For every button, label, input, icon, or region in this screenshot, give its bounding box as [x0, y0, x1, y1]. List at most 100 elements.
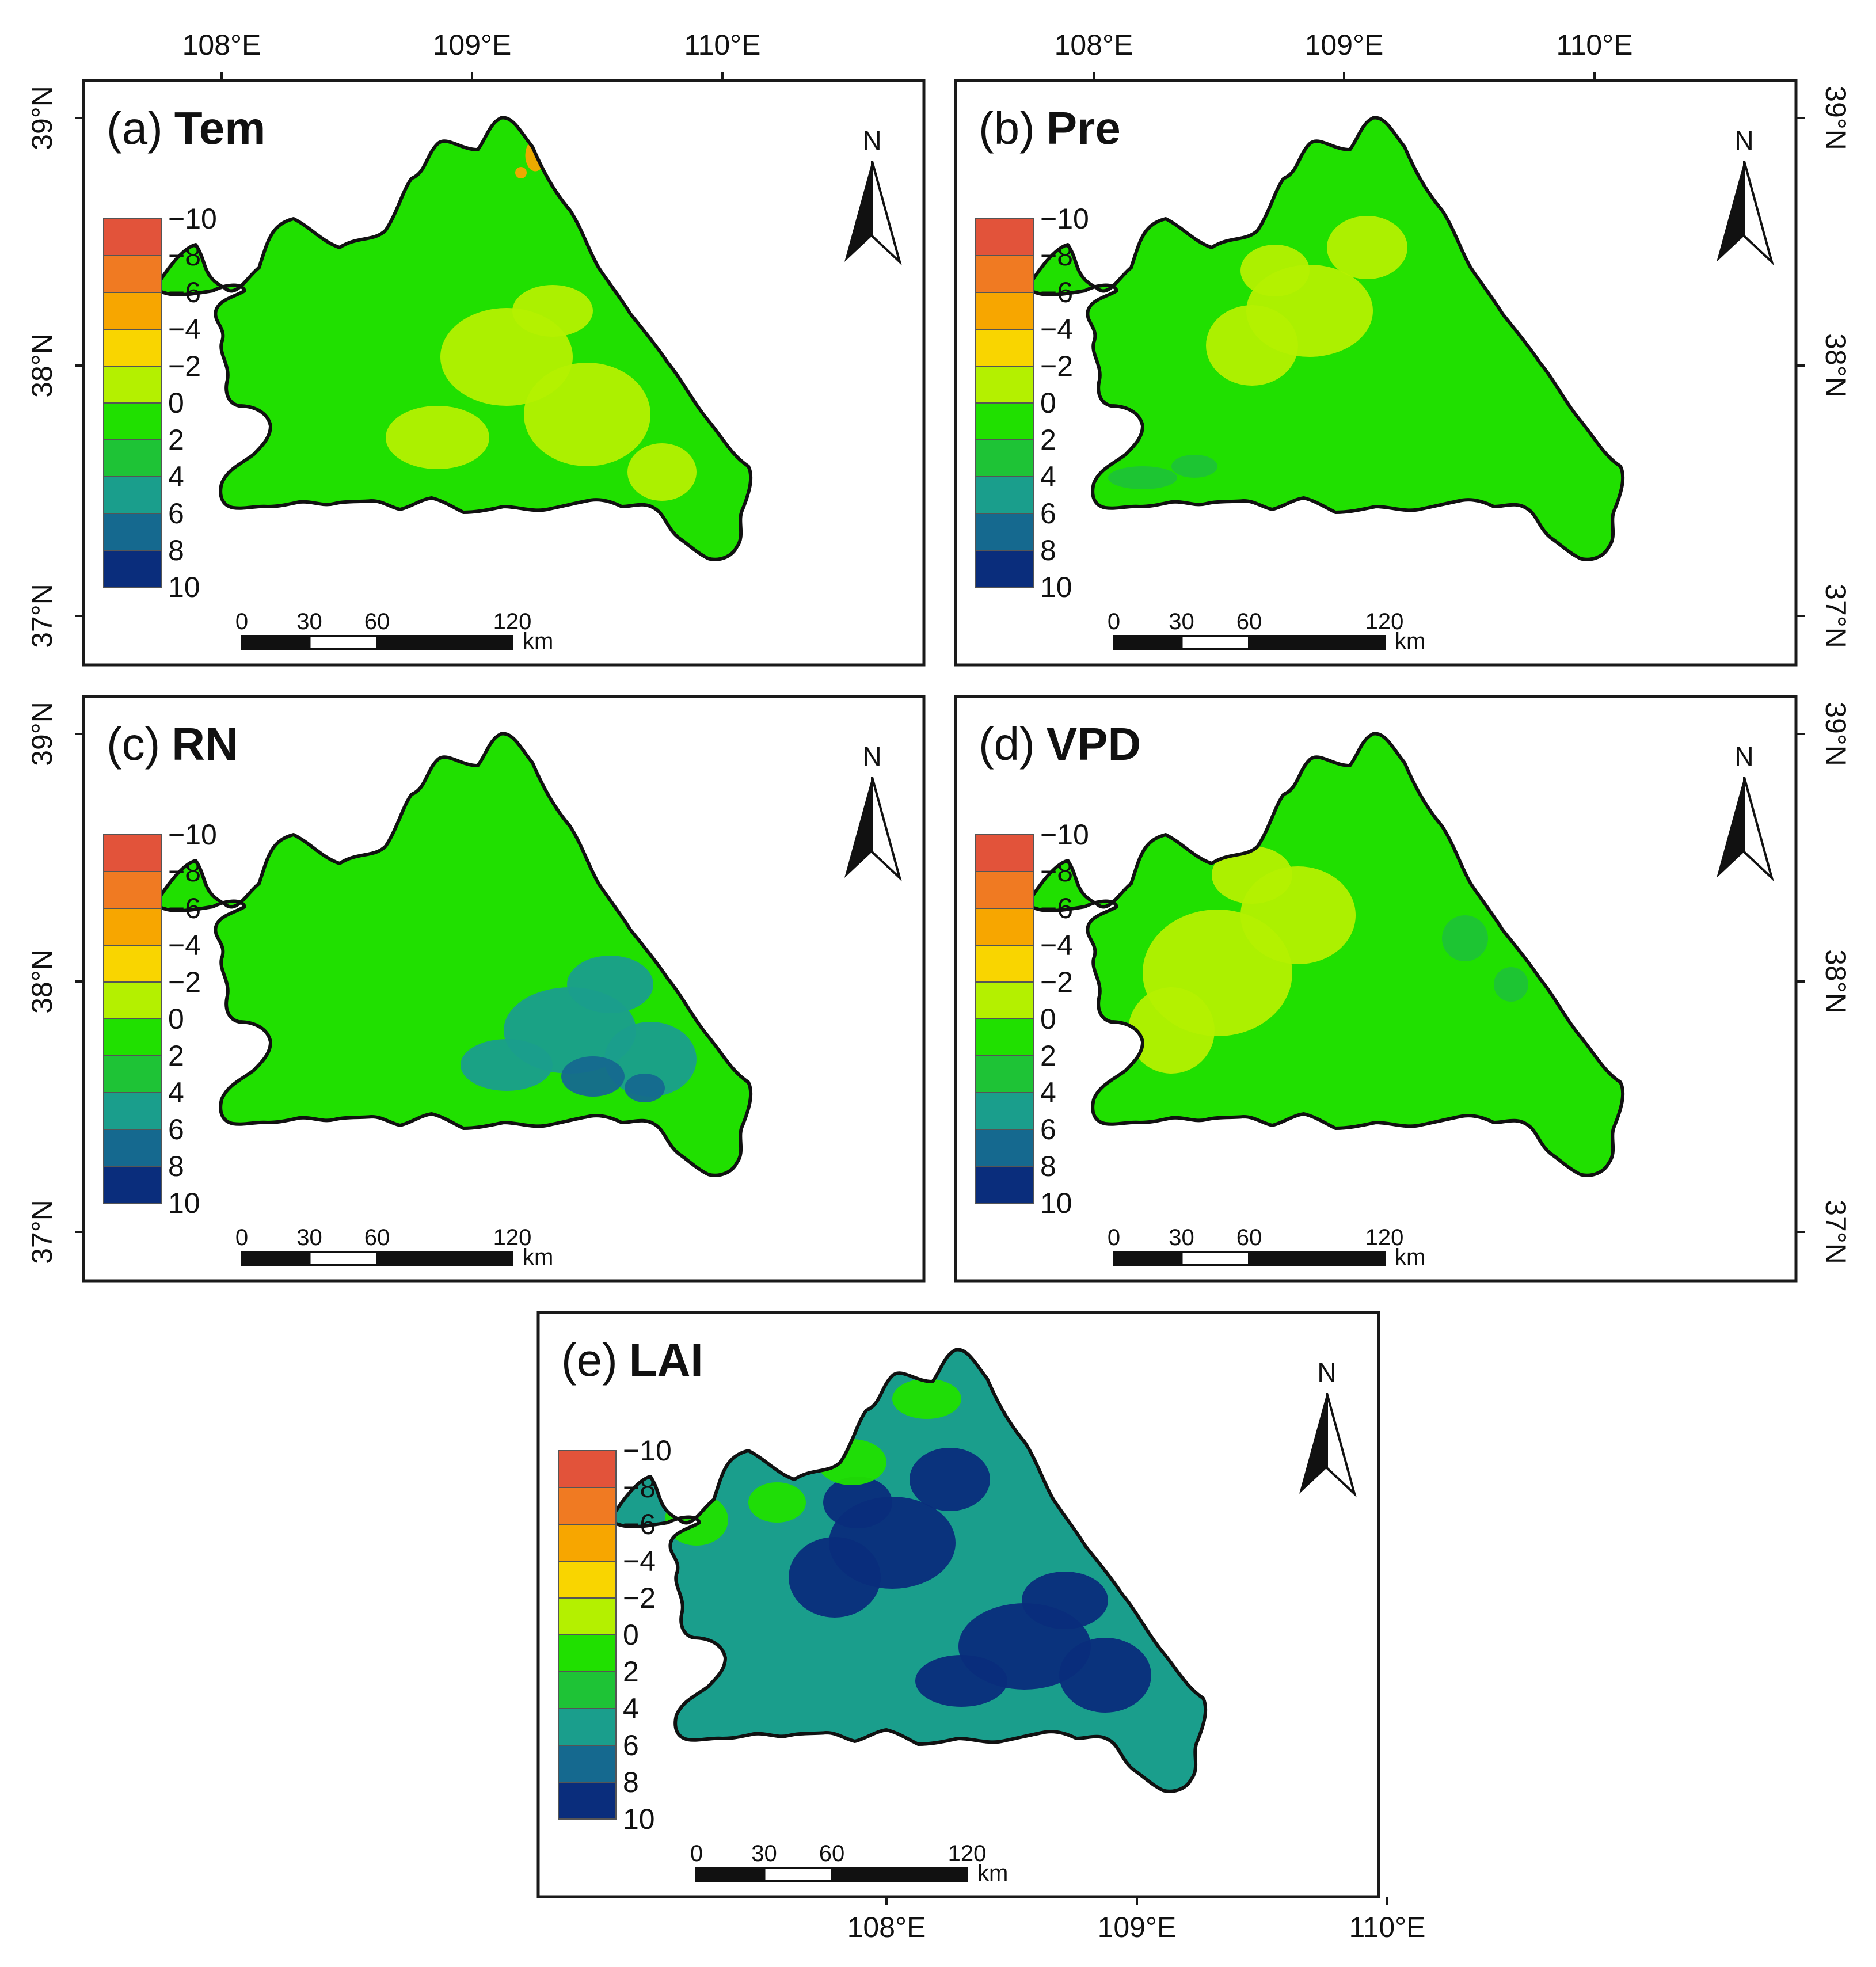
panel-letter: (c) [106, 718, 160, 770]
scale-tick-label: 0 [1108, 609, 1120, 634]
tint-patch-east [386, 406, 489, 469]
legend-swatch [558, 1487, 617, 1525]
scale-unit: km [1395, 1245, 1425, 1270]
scale-tick-label: 30 [296, 609, 322, 634]
legend-label: 8 [168, 534, 184, 566]
legend: −10 −8 −6 −4 −2 0 2 4 6 8 10 [975, 819, 1089, 1219]
legend-swatch [975, 513, 1034, 551]
legend-label: −2 [1040, 350, 1073, 382]
panel-letter: (a) [106, 102, 163, 154]
panel-variable: VPD [1047, 718, 1141, 770]
legend-label: 2 [168, 424, 184, 456]
legend-swatch [975, 1092, 1034, 1130]
legend-swatch [975, 981, 1034, 1019]
legend-label: 0 [1040, 387, 1056, 419]
panel-title: (c) RN [106, 718, 238, 770]
lat-label: 37°N [26, 1200, 58, 1264]
legend-swatch [975, 871, 1034, 909]
north-arrow-icon: N [844, 741, 902, 882]
scale-tick-label: 0 [235, 1225, 248, 1250]
legend-label: 6 [168, 497, 184, 530]
legend-swatch [103, 1055, 162, 1093]
lon-label: 108°E [182, 29, 261, 61]
north-arrow-icon: N [1717, 125, 1774, 266]
legend-label: −2 [1040, 966, 1073, 998]
legend-label: 2 [1040, 1040, 1056, 1072]
legend-swatch [103, 329, 162, 367]
legend-swatch [103, 402, 162, 440]
legend-label: −2 [168, 966, 201, 998]
scale-segment [308, 1251, 378, 1266]
legend-swatch [558, 1671, 617, 1709]
legend-label: 6 [1040, 1113, 1056, 1146]
panel-variable: Pre [1047, 102, 1121, 154]
scale-tick-label: 120 [493, 609, 532, 634]
legend-swatch [558, 1745, 617, 1783]
legend-swatch [103, 981, 162, 1019]
north-label: N [1734, 125, 1753, 155]
legend-label: 6 [168, 1113, 184, 1146]
scale-segment [1180, 1251, 1250, 1266]
legend: −10 −8 −6 −4 −2 0 2 4 6 8 10 [103, 203, 217, 603]
legend-label: 0 [1040, 1003, 1056, 1035]
tint-patch-west [1128, 987, 1215, 1074]
panel-title: (e) LAI [561, 1334, 703, 1386]
legend-label: −10 [168, 203, 217, 235]
legend-label: −4 [623, 1545, 656, 1577]
panel-title: (a) Tem [106, 102, 265, 154]
scale-tick-label: 120 [493, 1225, 532, 1250]
north-arrow-icon: N [844, 125, 902, 266]
legend-swatch [103, 218, 162, 256]
lat-label: 38°N [1820, 949, 1852, 1014]
legend-label: 8 [168, 1150, 184, 1182]
tint-patch-south-east [1059, 1638, 1151, 1713]
tint-patch-center [1206, 305, 1298, 386]
scale-segment [308, 635, 378, 650]
tint-patch-south-east [1022, 1572, 1108, 1629]
scale-tick-label: 0 [1108, 1225, 1120, 1250]
legend-swatch [975, 292, 1034, 330]
legend-label: −8 [1040, 239, 1073, 272]
scale-unit: km [977, 1861, 1008, 1886]
panel-letter: (d) [979, 718, 1035, 770]
lat-label: 38°N [26, 333, 58, 398]
legend-swatch [103, 550, 162, 588]
legend-label: −6 [1040, 892, 1073, 924]
legend-label: 8 [623, 1766, 639, 1798]
legend-swatch [558, 1450, 617, 1488]
lon-label: 109°E [433, 29, 512, 61]
scale-tick-label: 60 [364, 1225, 390, 1250]
legend-label: 8 [1040, 534, 1056, 566]
panel-letter: (e) [561, 1334, 618, 1386]
lon-label: 110°E [1349, 1911, 1425, 1943]
legend-swatch [975, 834, 1034, 872]
legend-label: −2 [623, 1582, 656, 1614]
legend-label: −10 [1040, 203, 1089, 235]
lat-label: 39°N [1820, 86, 1852, 150]
lat-label: 38°N [26, 949, 58, 1014]
scale-segment [1113, 1251, 1183, 1266]
legend-label: −4 [168, 929, 201, 961]
legend-swatch [103, 945, 162, 983]
legend-swatch [103, 1166, 162, 1204]
legend-label: 4 [168, 1076, 184, 1109]
legend-label: −10 [168, 819, 217, 851]
scale-tick-label: 120 [1365, 1225, 1404, 1250]
tint-patch-south-east [567, 956, 653, 1013]
tint-patch-east [524, 363, 650, 466]
axis-layer: 108°E 109°E 110°E 108°E 109°E 110°E 108°E 109°E… [26, 29, 1852, 1943]
tint-patch-north-east [1494, 967, 1528, 1002]
lat-label: 39°N [26, 86, 58, 150]
tint-patch-south-east [604, 1022, 697, 1097]
legend-swatch [558, 1782, 617, 1820]
legend-label: −2 [168, 350, 201, 382]
legend-swatch [975, 1018, 1034, 1056]
tint-patch-center [910, 1448, 990, 1511]
scale-tick-label: 60 [364, 609, 390, 634]
tint-patch-north-west [892, 1379, 961, 1419]
